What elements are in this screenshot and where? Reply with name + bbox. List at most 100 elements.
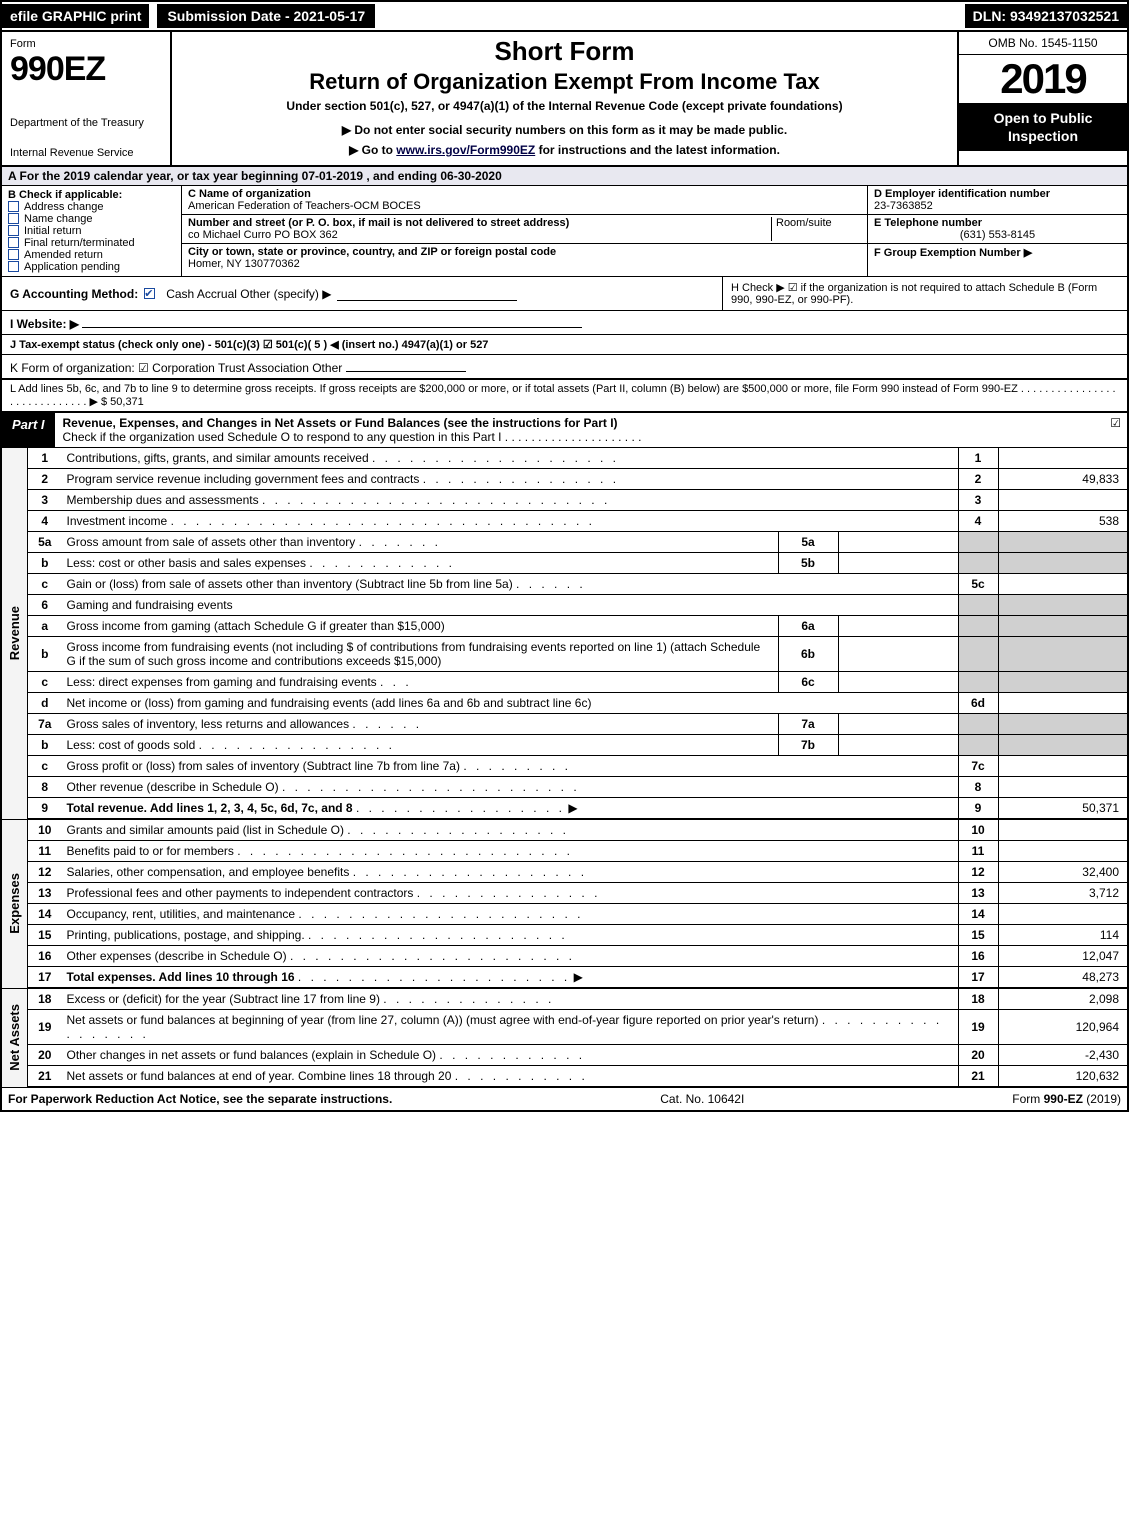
nc-11: 11 (958, 841, 998, 862)
nc-5b-grey (958, 553, 998, 574)
line-20: 20 Other changes in net assets or fund b… (1, 1045, 1128, 1066)
org-name: American Federation of Teachers-OCM BOCE… (188, 200, 421, 212)
ln-20: 20 (28, 1045, 62, 1066)
ln-14: 14 (28, 904, 62, 925)
nc-6a-grey (958, 616, 998, 637)
desc-7c: Gross profit or (loss) from sales of inv… (62, 756, 959, 777)
chk-application-pending[interactable]: Application pending (8, 261, 175, 273)
c-name-label: C Name of organization (188, 188, 861, 200)
org-addr: co Michael Curro PO BOX 362 (188, 229, 338, 241)
d-group: F Group Exemption Number ▶ (868, 244, 1127, 276)
line-5b: b Less: cost or other basis and sales ex… (1, 553, 1128, 574)
h-scheduleb: H Check ▶ ☑ if the organization is not r… (722, 277, 1127, 310)
chk-label: Address change (24, 201, 104, 213)
chk-final-return[interactable]: Final return/terminated (8, 237, 175, 249)
desc-15: Printing, publications, postage, and shi… (62, 925, 959, 946)
nc-13: 13 (958, 883, 998, 904)
line-10: Expenses 10 Grants and similar amounts p… (1, 819, 1128, 841)
irs-link[interactable]: www.irs.gov/Form990EZ (396, 143, 535, 157)
chk-amended-return[interactable]: Amended return (8, 249, 175, 261)
desc-5c: Gain or (loss) from sale of assets other… (62, 574, 959, 595)
d-tel: E Telephone number (631) 553-8145 (868, 215, 1127, 244)
footer-form-year: (2019) (1083, 1092, 1121, 1106)
goto-line: ▶ Go to www.irs.gov/Form990EZ for instru… (182, 143, 947, 157)
amt-17: 48,273 (998, 967, 1128, 989)
dln-label: DLN: 93492137032521 (965, 4, 1127, 28)
nc-9: 9 (958, 798, 998, 820)
form-word: Form (10, 38, 162, 50)
line-5a: 5a Gross amount from sale of assets othe… (1, 532, 1128, 553)
line-12: 12 Salaries, other compensation, and emp… (1, 862, 1128, 883)
ln-15: 15 (28, 925, 62, 946)
form-number: 990EZ (10, 50, 162, 89)
sub-5b: 5b (778, 553, 838, 574)
part-i-check[interactable]: ☑ (1097, 413, 1127, 447)
ln-19: 19 (28, 1010, 62, 1045)
efile-label[interactable]: efile GRAPHIC print (2, 4, 149, 28)
chk-initial-return[interactable]: Initial return (8, 225, 175, 237)
desc-6d: Net income or (loss) from gaming and fun… (62, 693, 959, 714)
col-b-label: B Check if applicable: (8, 189, 175, 201)
col-c: C Name of organization American Federati… (182, 186, 867, 276)
desc-6b: Gross income from fundraising events (no… (62, 637, 779, 672)
footer-formref: Form 990-EZ (2019) (1012, 1092, 1121, 1106)
chk-label: Name change (24, 213, 93, 225)
j-text: J Tax-exempt status (check only one) - 5… (10, 339, 488, 351)
ln-6: 6 (28, 595, 62, 616)
amt-14 (998, 904, 1128, 925)
chk-cash[interactable] (144, 288, 155, 299)
dept-irs: Internal Revenue Service (10, 147, 162, 159)
tax-year: 2019 (959, 55, 1127, 103)
goto-pre: ▶ Go to (349, 143, 396, 157)
line-7c: c Gross profit or (loss) from sales of i… (1, 756, 1128, 777)
side-expenses-label: Expenses (7, 873, 22, 934)
nc-7a-grey (958, 714, 998, 735)
desc-8: Other revenue (describe in Schedule O) .… (62, 777, 959, 798)
room-suite-label: Room/suite (771, 217, 861, 241)
line-7b: b Less: cost of goods sold . . . . . . .… (1, 735, 1128, 756)
desc-4: Investment income . . . . . . . . . . . … (62, 511, 959, 532)
desc-9: Total revenue. Add lines 1, 2, 3, 4, 5c,… (62, 798, 959, 820)
g-opts: Cash Accrual Other (specify) ▶ (166, 287, 331, 301)
amt-12: 32,400 (998, 862, 1128, 883)
amt-8 (998, 777, 1128, 798)
line-9: 9 Total revenue. Add lines 1, 2, 3, 4, 5… (1, 798, 1128, 820)
g-accounting: G Accounting Method: Cash Accrual Other … (2, 277, 722, 310)
nc-2: 2 (958, 469, 998, 490)
subval-5a (838, 532, 958, 553)
nc-8: 8 (958, 777, 998, 798)
sub-7a: 7a (778, 714, 838, 735)
chk-name-change[interactable]: Name change (8, 213, 175, 225)
tel-value: (631) 553-8145 (874, 229, 1121, 241)
part-i-title-text: Revenue, Expenses, and Changes in Net As… (63, 416, 618, 430)
line-5c: c Gain or (loss) from sale of assets oth… (1, 574, 1128, 595)
subval-7a (838, 714, 958, 735)
desc-18: Excess or (deficit) for the year (Subtra… (62, 988, 959, 1010)
nc-19: 19 (958, 1010, 998, 1045)
part-i-label: Part I (2, 413, 55, 447)
footer-form-pre: Form (1012, 1092, 1043, 1106)
subval-6a (838, 616, 958, 637)
row-j-status: J Tax-exempt status (check only one) - 5… (0, 335, 1129, 355)
sub-5a: 5a (778, 532, 838, 553)
desc-1: Contributions, gifts, grants, and simila… (62, 448, 959, 469)
d-group-label: F Group Exemption Number ▶ (874, 246, 1121, 259)
row-k-orgform: K Form of organization: ☑ Corporation Tr… (0, 355, 1129, 380)
ln-3: 3 (28, 490, 62, 511)
c-name-row: C Name of organization American Federati… (182, 186, 867, 215)
chk-address-change[interactable]: Address change (8, 201, 175, 213)
amt-7c (998, 756, 1128, 777)
ln-5b: b (28, 553, 62, 574)
nc-16: 16 (958, 946, 998, 967)
amt-5c (998, 574, 1128, 595)
desc-5b: Less: cost or other basis and sales expe… (62, 553, 779, 574)
ln-6b: b (28, 637, 62, 672)
amt-21: 120,632 (998, 1066, 1128, 1088)
submission-date: Submission Date - 2021-05-17 (155, 2, 377, 30)
amt-5b-grey (998, 553, 1128, 574)
nc-5a-grey (958, 532, 998, 553)
nc-6c-grey (958, 672, 998, 693)
amt-9: 50,371 (998, 798, 1128, 820)
org-city: Homer, NY 130770362 (188, 258, 300, 270)
footer-pra: For Paperwork Reduction Act Notice, see … (8, 1092, 392, 1106)
